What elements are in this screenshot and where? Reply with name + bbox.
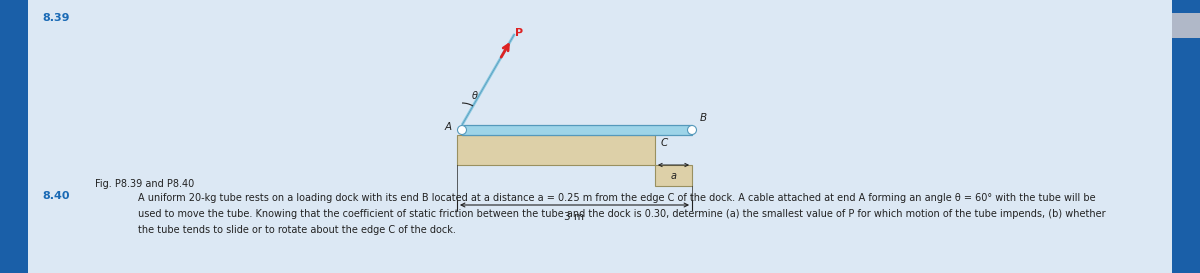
- Bar: [462, 125, 692, 135]
- Circle shape: [457, 126, 467, 135]
- Text: $a$: $a$: [670, 171, 677, 181]
- Text: 3 m: 3 m: [564, 212, 584, 222]
- Text: B: B: [700, 113, 707, 123]
- Text: A: A: [445, 122, 452, 132]
- Text: the tube tends to slide or to rotate about the edge C of the dock.: the tube tends to slide or to rotate abo…: [138, 225, 456, 235]
- Bar: [1172, 0, 1200, 273]
- Bar: [1172, 13, 1200, 38]
- Bar: [0, 0, 28, 273]
- Circle shape: [688, 126, 696, 135]
- Polygon shape: [457, 135, 692, 186]
- Text: C: C: [661, 138, 668, 148]
- Text: used to move the tube. Knowing that the coefficient of static friction between t: used to move the tube. Knowing that the …: [138, 209, 1105, 219]
- Text: 8.40: 8.40: [42, 191, 70, 201]
- Text: $\theta$: $\theta$: [470, 89, 479, 101]
- Text: Fig. P8.39 and P8.40: Fig. P8.39 and P8.40: [95, 179, 194, 189]
- Text: 8.39: 8.39: [42, 13, 70, 23]
- Text: P: P: [515, 28, 523, 37]
- Text: A uniform 20-kg tube rests on a loading dock with its end B located at a distanc: A uniform 20-kg tube rests on a loading …: [138, 193, 1096, 203]
